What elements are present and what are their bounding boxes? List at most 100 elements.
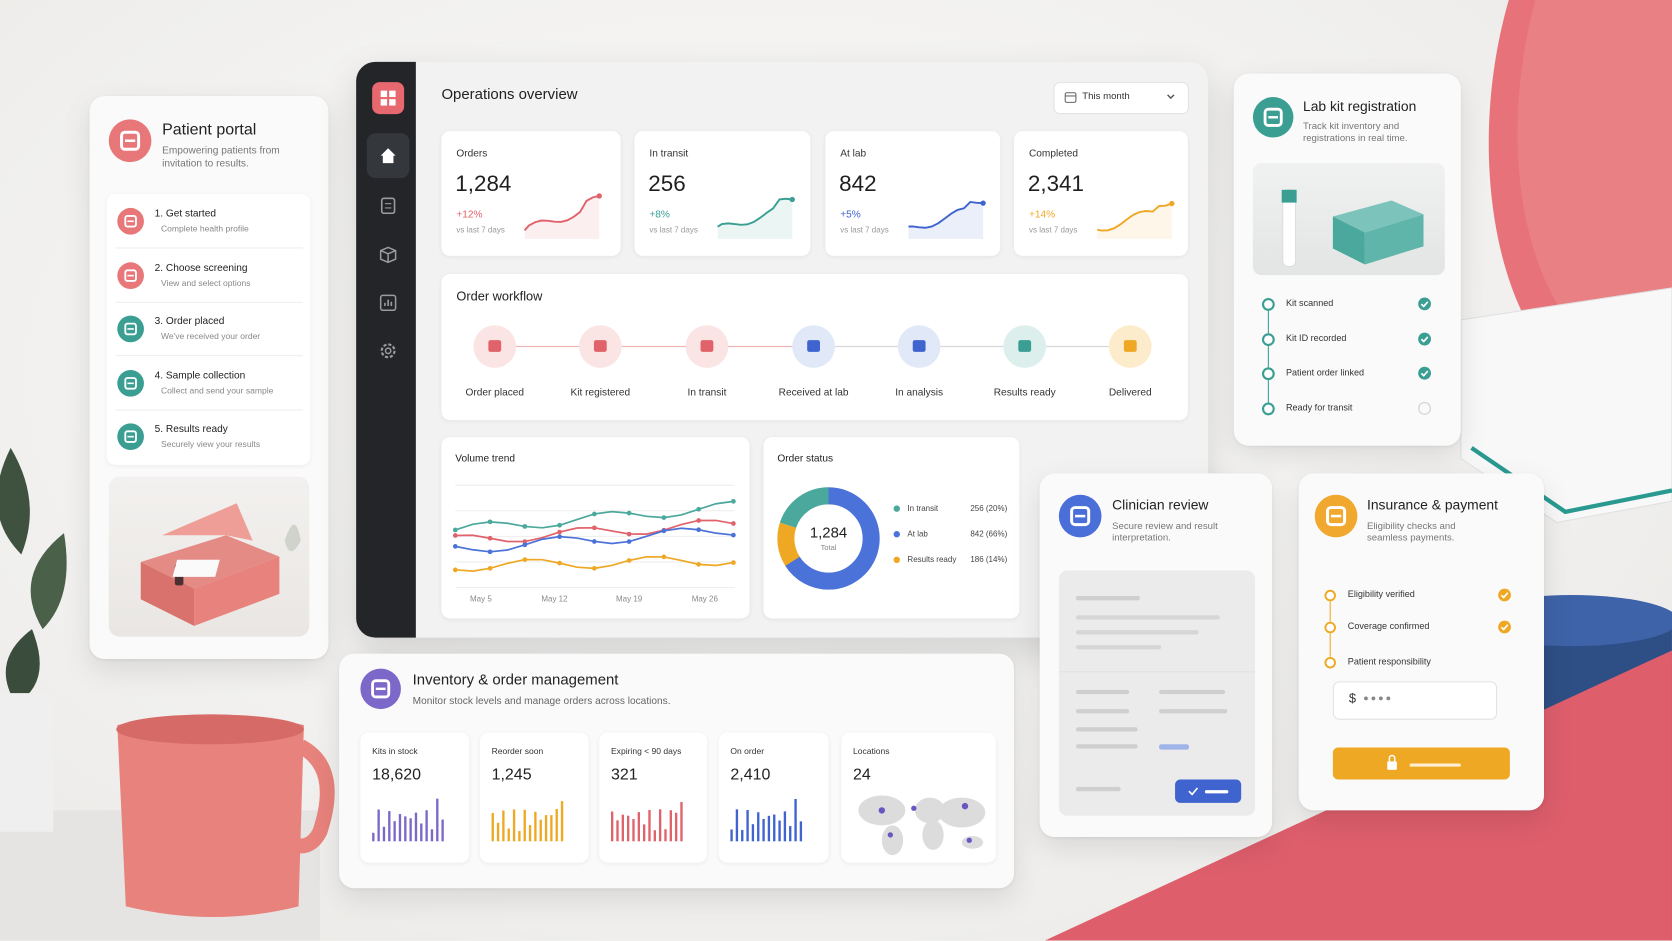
timeline-node: [1261, 367, 1275, 381]
timeline-line: [1267, 380, 1269, 409]
kpi-note: vs last 7 days: [649, 224, 698, 235]
stat-value: 18,620: [372, 765, 422, 784]
decoration: [1324, 621, 1336, 634]
insurance-subtitle: Eligibility checks and seamless payments…: [1366, 520, 1456, 544]
stat-value: 1,245: [491, 765, 532, 784]
amount-input[interactable]: [1332, 681, 1498, 720]
step-divider: [115, 355, 303, 357]
minibar: [616, 820, 619, 842]
minibar: [789, 826, 792, 842]
minibar: [425, 810, 428, 842]
minibar: [626, 815, 630, 842]
minibar: [496, 822, 500, 842]
period-dropdown[interactable]: [1053, 82, 1189, 115]
nav-item[interactable]: [379, 245, 398, 264]
trend-point: [696, 518, 701, 523]
decoration: [1075, 630, 1199, 635]
trend-point: [731, 521, 736, 526]
minibar: [653, 830, 656, 842]
minibar: [518, 831, 521, 842]
minibar: [544, 815, 548, 842]
decoration: [1326, 506, 1347, 527]
minibar: [388, 811, 391, 842]
trend-point: [557, 534, 562, 540]
trend-point: [487, 535, 493, 541]
stat-value: 321: [610, 765, 638, 784]
nav-item[interactable]: [379, 196, 398, 215]
decoration: [1204, 790, 1229, 794]
minibar: [377, 809, 380, 842]
decoration: [938, 797, 986, 828]
legend-name: At lab: [907, 528, 928, 539]
trend-point: [661, 528, 667, 534]
nav-item[interactable]: [379, 341, 398, 360]
decoration: [922, 819, 944, 850]
trend-point: [731, 498, 736, 504]
trend-point: [522, 542, 528, 548]
pay-button[interactable]: [1332, 747, 1510, 780]
decoration: [1420, 336, 1429, 343]
step-desc: Complete health profile: [161, 223, 249, 234]
minibar: [507, 828, 510, 842]
minibar: [730, 829, 733, 842]
kpi-value: 842: [839, 171, 877, 197]
workflow-step-icon: [1108, 325, 1152, 368]
clinician-icon: [1058, 494, 1102, 538]
step-icon: [117, 315, 144, 343]
decoration: [1263, 107, 1283, 127]
trend-point: [522, 524, 528, 529]
decoration: [1387, 761, 1397, 770]
decoration: [1188, 787, 1199, 796]
nav-item[interactable]: [379, 146, 398, 165]
stat-minibars: [372, 798, 444, 842]
order-status-card: [763, 437, 1020, 619]
sparkline-line: [1097, 202, 1173, 232]
decoration: [124, 430, 137, 443]
sparkline-area: [1097, 203, 1172, 239]
stat-label: Reorder soon: [491, 746, 544, 757]
minibar: [637, 812, 640, 842]
stat-label: Locations: [853, 746, 890, 757]
trend-point: [592, 525, 597, 531]
kpi-note: vs last 7 days: [1028, 224, 1078, 235]
decoration: [1075, 645, 1162, 650]
decoration: [124, 268, 137, 282]
lab-kit-subtitle: Track kit inventory and registrations in…: [1303, 120, 1408, 144]
trend-point: [731, 532, 736, 538]
volume-trend-plot: [452, 484, 736, 589]
step-title: 1. Get started: [154, 207, 216, 220]
trend-point: [731, 560, 736, 565]
decoration: [881, 825, 904, 856]
decoration: [807, 340, 820, 352]
minibar: [621, 814, 624, 842]
kpi-note: vs last 7 days: [456, 224, 505, 235]
decoration: [893, 531, 900, 538]
legend-swatch: [893, 556, 900, 564]
decoration: [380, 99, 388, 106]
approve-button[interactable]: [1175, 779, 1242, 803]
decoration: [1418, 401, 1432, 415]
legend-swatch: [893, 505, 900, 512]
lab-kit-icon: [1252, 97, 1294, 138]
kpi-value: 1,284: [455, 171, 512, 197]
decoration: [1075, 615, 1220, 620]
decoration: [116, 714, 304, 745]
trend-line: [455, 519, 734, 543]
minibar: [767, 815, 771, 842]
step-divider: [115, 247, 303, 249]
nav-item[interactable]: [379, 293, 398, 312]
order-status-title: Order status: [777, 453, 834, 465]
timeline-label: Eligibility verified: [1347, 588, 1415, 600]
decoration: [893, 556, 900, 564]
trend-point: [452, 527, 458, 533]
kpi-label: At lab: [840, 148, 867, 160]
workflow-step-icon: [1003, 325, 1047, 368]
status-check: [1418, 367, 1431, 381]
decoration: [1075, 727, 1138, 732]
kpi-card: [1014, 131, 1188, 256]
decoration: [389, 90, 396, 98]
step-title: 3. Order placed: [154, 315, 225, 328]
decoration: [1261, 298, 1275, 311]
decoration: [380, 90, 388, 98]
